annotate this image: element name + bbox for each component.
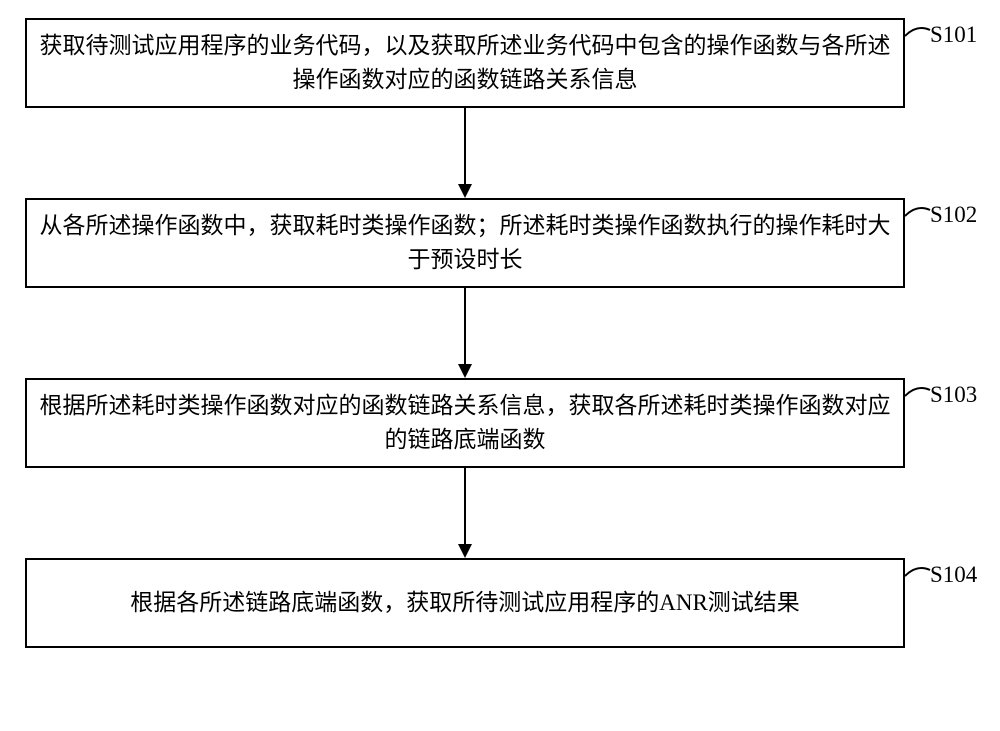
step-box-s104: 根据各所述链路底端函数，获取所待测试应用程序的ANR测试结果 [25, 558, 905, 648]
step-text: 从各所述操作函数中，获取耗时类操作函数；所述耗时类操作函数执行的操作耗时大于预设… [39, 209, 891, 278]
step-box-s102: 从各所述操作函数中，获取耗时类操作函数；所述耗时类操作函数执行的操作耗时大于预设… [25, 198, 905, 288]
arrow-head-icon [458, 184, 472, 198]
step-text: 根据各所述链路底端函数，获取所待测试应用程序的ANR测试结果 [130, 586, 800, 621]
step-text: 获取待测试应用程序的业务代码，以及获取所述业务代码中包含的操作函数与各所述操作函… [39, 29, 891, 98]
arrow-line [464, 288, 466, 364]
arrow-head-icon [458, 544, 472, 558]
step-text: 根据所述耗时类操作函数对应的函数链路关系信息，获取各所述耗时类操作函数对应的链路… [39, 389, 891, 458]
flowchart-container: 获取待测试应用程序的业务代码，以及获取所述业务代码中包含的操作函数与各所述操作函… [0, 0, 1000, 731]
arrow-line [464, 468, 466, 544]
arrow-line [464, 108, 466, 184]
step-label-s103: S103 [930, 382, 977, 408]
step-label-s104: S104 [930, 562, 977, 588]
step-box-s101: 获取待测试应用程序的业务代码，以及获取所述业务代码中包含的操作函数与各所述操作函… [25, 18, 905, 108]
step-label-s101: S101 [930, 22, 977, 48]
arrow-head-icon [458, 364, 472, 378]
step-label-s102: S102 [930, 202, 977, 228]
step-box-s103: 根据所述耗时类操作函数对应的函数链路关系信息，获取各所述耗时类操作函数对应的链路… [25, 378, 905, 468]
